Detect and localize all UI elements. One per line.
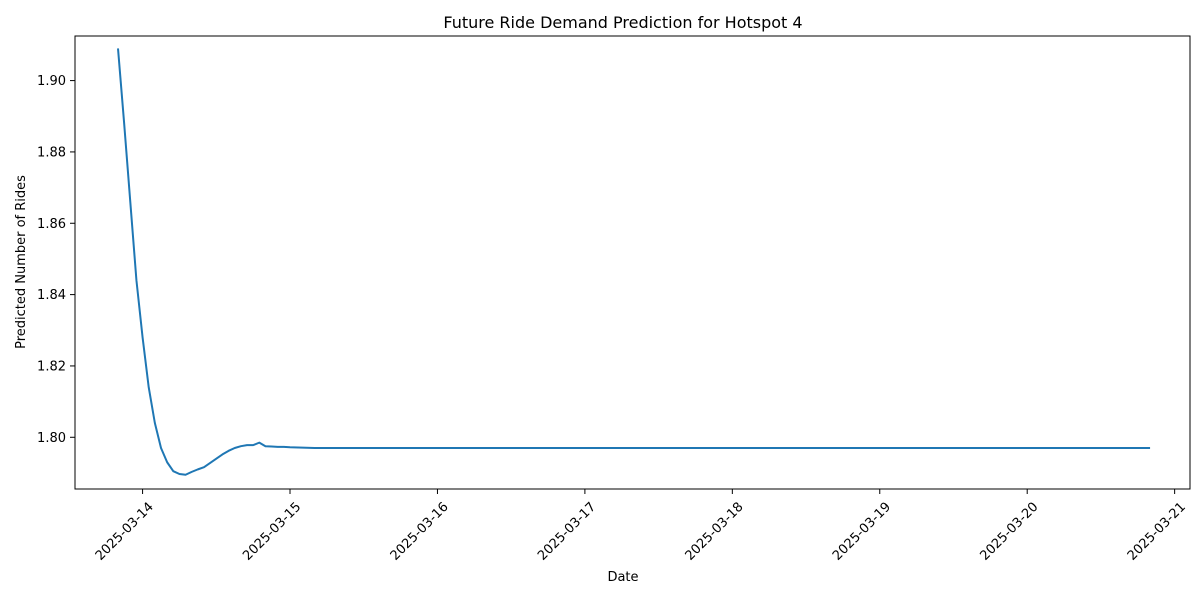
x-tick-label: 2025-03-17 bbox=[535, 500, 599, 564]
x-axis-ticks: 2025-03-14 2025-03-15 2025-03-16 2025-03-17… bbox=[93, 489, 1189, 564]
y-tick-label: 1.90 bbox=[37, 74, 66, 89]
x-tick-label: 2025-03-18 bbox=[683, 500, 747, 564]
plot-frame bbox=[74, 35, 1191, 490]
y-tick-label: 1.82 bbox=[37, 359, 66, 374]
x-tick-label: 2025-03-15 bbox=[240, 500, 304, 564]
y-tick-label: 1.80 bbox=[37, 431, 66, 446]
y-axis-label: Predicted Number of Rides bbox=[14, 175, 29, 349]
y-tick-label: 1.84 bbox=[37, 288, 66, 303]
y-tick-label: 1.86 bbox=[37, 217, 66, 232]
x-tick-label: 2025-03-16 bbox=[388, 500, 452, 564]
y-axis-ticks: 1.80 1.82 1.84 1.86 1.88 1.90 bbox=[37, 74, 75, 446]
series-line bbox=[117, 48, 1151, 476]
x-tick-label: 2025-03-21 bbox=[1125, 500, 1189, 564]
y-tick-label: 1.88 bbox=[37, 145, 66, 160]
x-tick-label: 2025-03-20 bbox=[977, 500, 1041, 564]
x-axis-label: Date bbox=[607, 570, 638, 585]
x-tick-label: 2025-03-14 bbox=[93, 500, 157, 564]
plot-area bbox=[117, 48, 1151, 476]
x-tick-label: 2025-03-19 bbox=[830, 500, 894, 564]
chart-title: Future Ride Demand Prediction for Hotspo… bbox=[443, 13, 802, 32]
